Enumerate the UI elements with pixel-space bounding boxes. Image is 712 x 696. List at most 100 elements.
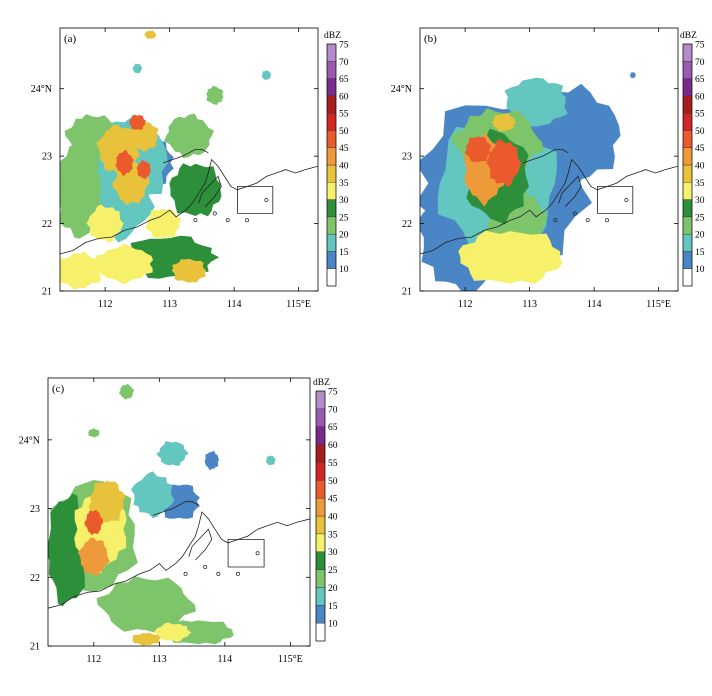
island: [212, 211, 217, 216]
colorbar-segment: [315, 587, 326, 606]
panel-label: (b): [424, 33, 437, 45]
colorbar-tick-label: 35: [695, 179, 705, 189]
y-tick-label: 21: [30, 642, 40, 653]
island: [183, 571, 188, 576]
reflectivity-field: [420, 72, 678, 291]
echo-cell: [204, 450, 219, 471]
colorbar-tick-label: 25: [328, 566, 338, 576]
colorbar-segment: [315, 408, 326, 427]
bay-outline: [558, 175, 582, 207]
x-tick-label: 112: [87, 654, 102, 665]
x-tick-label: 113: [522, 299, 537, 310]
colorbar-tick-label: 40: [328, 513, 338, 523]
colorbar-tick-label: 55: [328, 459, 338, 469]
coastline: [48, 511, 310, 609]
echo-cell: [115, 150, 134, 176]
colorbar-tick-label: 55: [695, 110, 705, 120]
colorbar-tick-label: 15: [339, 248, 349, 258]
coastline: [60, 158, 318, 255]
colorbar-tick-label: 20: [339, 231, 349, 241]
x-tick-label: 115°E: [646, 299, 671, 310]
island: [572, 211, 577, 216]
colorbar-tick-label: 30: [328, 548, 338, 558]
colorbar-tick-label: 50: [695, 127, 705, 137]
colorbar-unit: dBZ: [324, 31, 341, 41]
island: [264, 198, 269, 202]
colorbar-tick-label: 45: [695, 144, 705, 154]
island: [203, 565, 208, 569]
colorbar-segment: [315, 515, 326, 535]
colorbar-tick-label: 25: [339, 213, 349, 223]
echo-cell: [491, 113, 517, 132]
echo-cell: [129, 114, 146, 130]
colorbar-tick-label: 60: [328, 441, 338, 451]
colorbar-tick-label: 45: [328, 495, 338, 505]
island: [255, 551, 260, 556]
panel-label: (a): [64, 33, 77, 45]
region-box: [597, 186, 634, 214]
colorbar-segment: [315, 622, 326, 642]
panel-label: (c): [52, 383, 65, 395]
colorbar-tick-label: 50: [339, 127, 349, 137]
echo-cell: [131, 471, 175, 519]
echo-cell: [132, 632, 161, 646]
echo-cell: [171, 258, 207, 283]
echo-cell: [629, 72, 636, 79]
colorbar-tick-label: 35: [328, 530, 338, 540]
y-tick-label: 23: [402, 152, 412, 163]
island: [585, 218, 590, 223]
y-tick-label: 21: [402, 287, 412, 298]
y-tick-label: 24°N: [19, 435, 40, 446]
echo-cell: [136, 159, 151, 180]
colorbar-segment: [315, 569, 326, 588]
island: [624, 198, 629, 202]
bay-outline: [198, 175, 222, 207]
reflectivity-field: [60, 30, 318, 290]
region-box: [227, 539, 265, 568]
colorbar-segment: [315, 533, 326, 552]
echo-cell: [153, 622, 192, 642]
y-tick-label: 24°N: [391, 84, 412, 95]
colorbar-tick-label: 40: [339, 162, 349, 172]
panel-b-svg: 112 113 114 115°E 21 22 23 24°N (b) 10 15 20 25 30 35 4…: [391, 27, 705, 310]
colorbar-segment: [315, 462, 326, 481]
island: [193, 218, 198, 223]
river-line: [163, 148, 209, 164]
reflectivity-field: [48, 383, 310, 646]
echo-cell: [132, 63, 143, 74]
colorbar-unit: dBZ: [680, 31, 697, 41]
colorbar-tick-label: 50: [328, 477, 338, 487]
colorbar-tick-label: 10: [328, 620, 338, 630]
colorbar-tick-label: 75: [339, 41, 349, 51]
x-tick-label: 114: [227, 299, 242, 310]
colorbar-tick-label: 75: [695, 41, 705, 51]
plot-frame: [59, 27, 319, 292]
colorbar-frame: [326, 43, 337, 287]
y-tick-label: 22: [42, 219, 52, 230]
colorbar-tick-label: 20: [695, 231, 705, 241]
echo-cell: [60, 251, 102, 290]
y-tick-label: 23: [30, 504, 40, 515]
echo-cell: [86, 204, 124, 243]
colorbar-tick-label: 35: [339, 179, 349, 189]
x-tick-label: 114: [587, 299, 602, 310]
coastline: [420, 158, 678, 255]
river-line: [152, 501, 199, 516]
echo-cell: [77, 537, 110, 576]
colorbar-tick-label: 75: [328, 388, 338, 398]
river-line: [523, 148, 569, 164]
echo-cell: [464, 136, 492, 163]
echo-cell: [95, 243, 154, 285]
colorbar-tick-label: 55: [339, 110, 349, 120]
colorbar-tick-label: 15: [695, 248, 705, 258]
y-tick-label: 24°N: [31, 84, 52, 95]
echo-cell: [206, 85, 224, 105]
colorbar-tick-label: 15: [328, 602, 338, 612]
echo-cell: [88, 428, 100, 438]
colorbar-segment: [315, 480, 326, 499]
colorbar-tick-label: 70: [695, 58, 705, 68]
echo-cell: [84, 509, 104, 536]
colorbar-tick-label: 65: [339, 75, 349, 85]
y-tick-label: 22: [30, 573, 40, 584]
